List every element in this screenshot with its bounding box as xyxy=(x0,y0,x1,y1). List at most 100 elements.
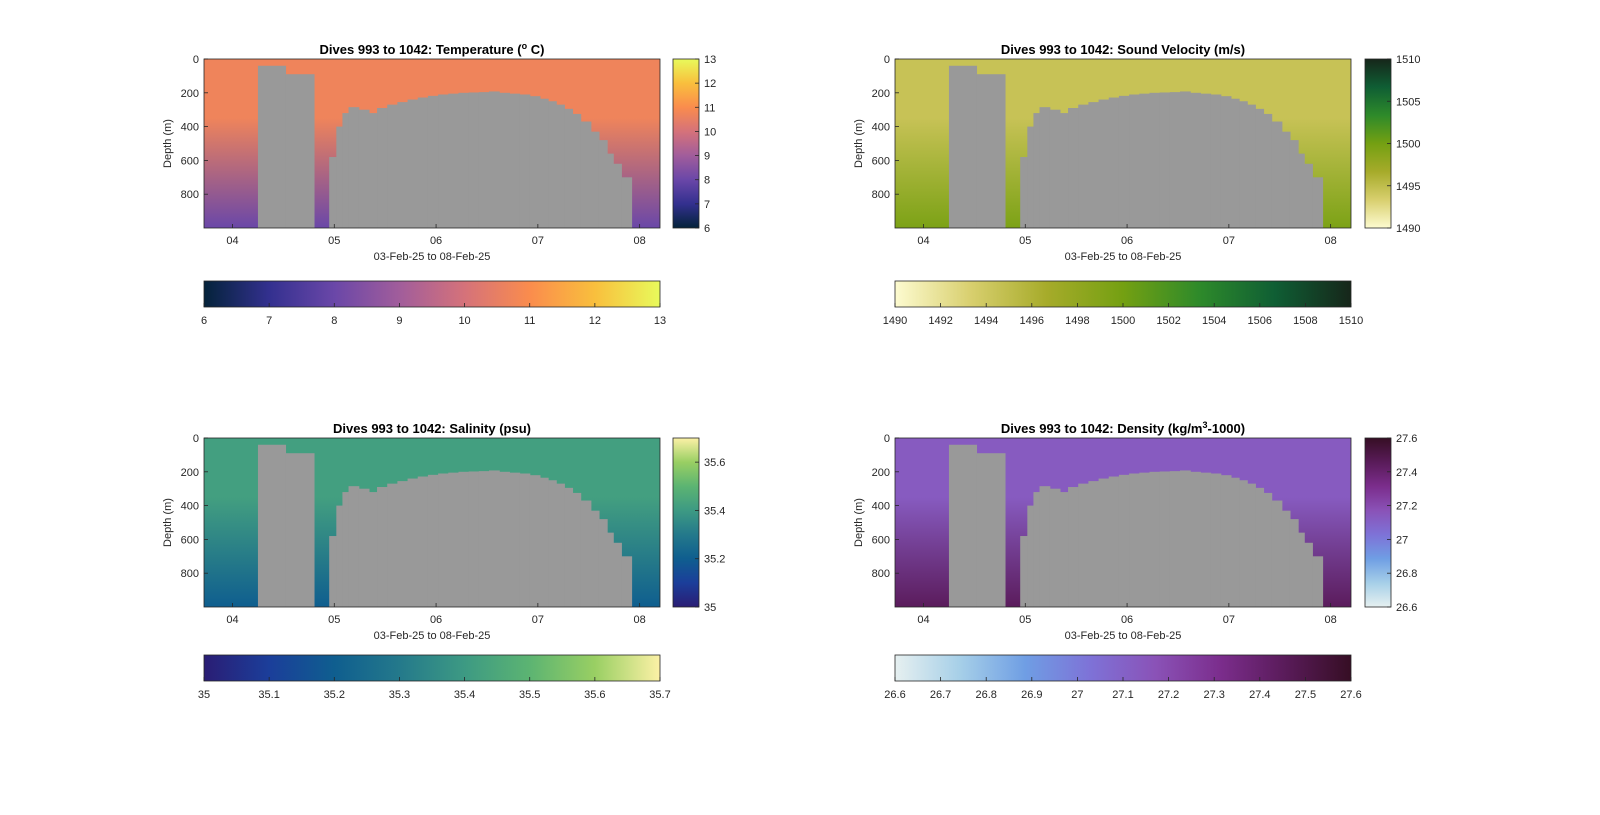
x-tick-label: 07 xyxy=(532,614,544,626)
missing-data-block xyxy=(1289,519,1299,607)
x-tick-label: 08 xyxy=(634,235,646,247)
x-tick-label: 06 xyxy=(1121,614,1133,626)
missing-data-block xyxy=(1049,488,1061,607)
right-colorbar xyxy=(672,58,700,229)
y-axis-label: Depth (m) xyxy=(853,119,865,168)
colorbar-tick-label: 9 xyxy=(704,151,710,163)
missing-data-block xyxy=(1239,101,1248,228)
missing-data-block xyxy=(621,556,633,607)
plot-frame xyxy=(203,437,661,608)
colorbar-tick-label: 1510 xyxy=(1339,315,1363,327)
missing-data-block xyxy=(1088,102,1100,228)
missing-data-block xyxy=(598,519,608,607)
missing-data-block xyxy=(590,510,600,607)
missing-data-block xyxy=(1304,542,1313,607)
missing-data-block xyxy=(448,472,460,607)
colorbar-tick-label: 6 xyxy=(201,315,207,327)
colorbar-tick-label: 8 xyxy=(331,315,337,327)
missing-data-block xyxy=(519,94,531,229)
missing-data-block xyxy=(1068,487,1079,607)
title-superscript: 3 xyxy=(1203,420,1208,430)
missing-data-block xyxy=(1078,104,1089,228)
colorbar-tick-label: 6 xyxy=(704,223,710,235)
colorbar-tick-label: 13 xyxy=(654,315,666,327)
missing-data-block xyxy=(285,453,315,607)
missing-data-block xyxy=(358,109,370,228)
missing-data-block xyxy=(257,65,287,228)
colorbar-tick-label: 35.7 xyxy=(649,689,670,701)
missing-data-block xyxy=(438,94,449,229)
y-axis-label: Depth (m) xyxy=(853,498,865,547)
missing-data-block xyxy=(1220,475,1232,607)
y-tick-label: 0 xyxy=(884,54,890,66)
missing-data-block xyxy=(607,532,614,607)
colorbar-tick-label: 1505 xyxy=(1396,96,1420,108)
missing-data-block xyxy=(1220,96,1232,229)
y-tick-label: 600 xyxy=(181,534,199,546)
panel-1: Dives 993 to 1042: Sound Velocity (m/s) 0… xyxy=(853,42,1420,327)
colorbar-tick-label: 1490 xyxy=(1396,223,1420,235)
missing-data-block xyxy=(427,95,439,228)
missing-data-block xyxy=(1149,92,1161,228)
missing-data-block xyxy=(489,91,500,228)
missing-data-block xyxy=(348,486,360,607)
colorbar-tick-label: 26.6 xyxy=(884,689,905,701)
missing-data-block xyxy=(572,113,582,228)
x-tick-label: 07 xyxy=(1223,614,1235,626)
missing-data-block xyxy=(397,102,409,228)
missing-data-block xyxy=(564,487,574,607)
colorbar-tick-label: 1504 xyxy=(1202,315,1226,327)
colorbar-tick-label: 1508 xyxy=(1293,315,1317,327)
y-tick-label: 800 xyxy=(181,189,199,201)
missing-data-block xyxy=(342,492,350,607)
colorbar-tick-label: 10 xyxy=(704,126,716,138)
missing-data-block xyxy=(458,471,470,607)
missing-data-block xyxy=(539,98,549,228)
missing-data-block xyxy=(377,487,388,607)
missing-data-block xyxy=(1312,556,1324,607)
missing-data-block xyxy=(613,163,622,228)
y-tick-label: 0 xyxy=(884,433,890,445)
missing-data-block xyxy=(1059,113,1069,228)
missing-data-block xyxy=(1180,470,1191,607)
missing-data-block xyxy=(564,108,574,228)
colorbar-tick-label: 27.6 xyxy=(1340,689,1361,701)
missing-data-block xyxy=(1263,113,1273,228)
colorbar-tick-label: 35.4 xyxy=(454,689,475,701)
x-tick-label: 08 xyxy=(634,614,646,626)
missing-data-block xyxy=(438,473,449,607)
missing-data-block xyxy=(1255,487,1265,607)
missing-data-block xyxy=(556,104,565,228)
missing-data-block xyxy=(1312,177,1324,228)
x-tick-label: 06 xyxy=(430,235,442,247)
missing-data-block xyxy=(1059,492,1069,607)
x-tick-label: 05 xyxy=(1019,614,1031,626)
missing-data-block xyxy=(358,488,370,607)
missing-data-block xyxy=(427,474,439,607)
missing-data-block xyxy=(1255,108,1265,228)
x-axis-label: 03-Feb-25 to 08-Feb-25 xyxy=(374,251,491,263)
missing-data-block xyxy=(1139,93,1151,229)
missing-data-block xyxy=(1088,481,1100,607)
colorbar-tick-label: 35 xyxy=(704,602,716,614)
missing-data-block xyxy=(458,92,470,228)
missing-data-block xyxy=(598,140,608,228)
y-tick-label: 200 xyxy=(872,88,890,100)
x-tick-label: 05 xyxy=(1019,235,1031,247)
y-tick-label: 600 xyxy=(872,155,890,167)
colorbar-tick-label: 27.2 xyxy=(1396,501,1417,513)
colorbar-tick-label: 26.9 xyxy=(1021,689,1042,701)
bottom-colorbar xyxy=(203,654,661,682)
missing-data-block xyxy=(1169,471,1181,607)
panel-0: Dives 993 to 1042: Temperature (o C) 0 200… xyxy=(162,41,716,327)
missing-data-block xyxy=(1108,97,1120,228)
colorbar-tick-label: 27 xyxy=(1071,689,1083,701)
colorbar-tick-label: 1494 xyxy=(974,315,998,327)
x-axis-label: 03-Feb-25 to 08-Feb-25 xyxy=(1065,630,1182,642)
missing-data-block xyxy=(1281,131,1291,228)
missing-data-block xyxy=(1247,483,1256,607)
missing-data-block xyxy=(1210,473,1222,607)
colorbar-tick-label: 35.6 xyxy=(704,457,725,469)
right-colorbar xyxy=(672,437,700,608)
missing-data-block xyxy=(529,475,541,607)
